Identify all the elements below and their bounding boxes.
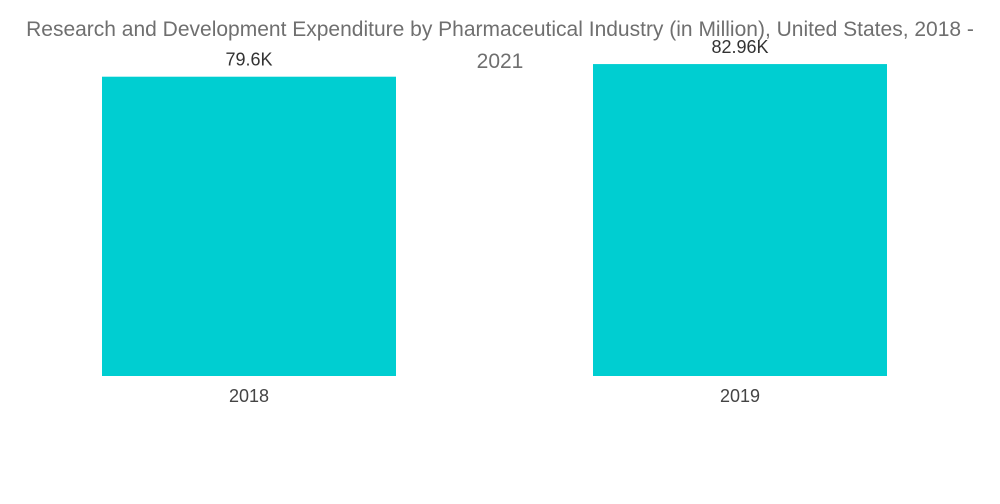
chart-title: Research and Development Expenditure by …	[26, 18, 974, 73]
bar-2019	[593, 64, 887, 376]
data-label-2019: 82.96K	[711, 37, 768, 57]
x-tick-label-2018: 2018	[229, 386, 269, 406]
data-label-2018: 79.6K	[225, 50, 272, 70]
x-tick-label-2019: 2019	[720, 386, 760, 406]
bar-2018	[102, 76, 396, 376]
